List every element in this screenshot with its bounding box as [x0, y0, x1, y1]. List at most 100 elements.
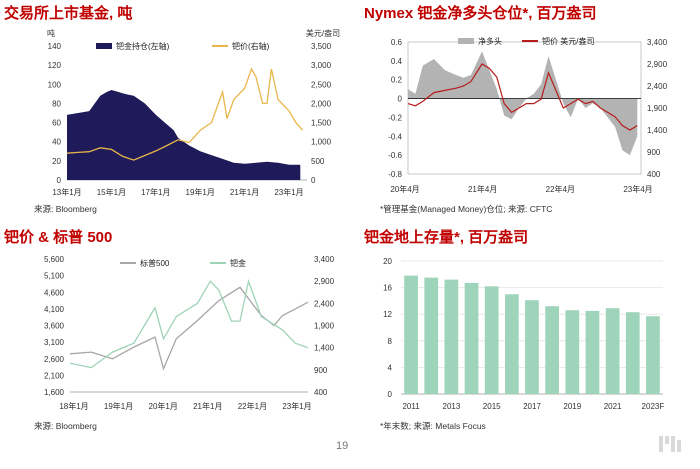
- tr-legend-price: 钯价 美元/盎司: [542, 36, 594, 46]
- br-bar: [585, 310, 600, 394]
- bl-title: 钯价 & 标普 500: [4, 229, 113, 246]
- br-bar: [625, 312, 640, 394]
- tl-right-tick-label: 3,500: [311, 42, 332, 51]
- tr-title: Nymex 钯金净多头仓位*, 百万盎司: [364, 5, 597, 22]
- tl-left-tick-label: 100: [48, 80, 62, 89]
- br-bar: [545, 306, 559, 394]
- bl-left-tick-label: 4,100: [44, 305, 65, 314]
- bl-source: 来源: Bloomberg: [34, 421, 97, 431]
- tr-right-tick-label: 400: [647, 170, 661, 179]
- bl-x-tick-label: 22年1月: [238, 401, 267, 411]
- bl-left-tick-label: 2,100: [44, 371, 65, 380]
- tl-x-tick-label: 17年1月: [141, 187, 170, 197]
- tl-left-tick-label: 20: [52, 157, 61, 166]
- tr-source: *管理基金(Managed Money)仓位; 来源: CFTC: [380, 204, 553, 214]
- tl-legend-price: 钯价(右轴): [232, 41, 270, 51]
- bl-x-tick-label: 21年1月: [193, 401, 222, 411]
- tl-legend-swatch-holdings: [96, 43, 112, 49]
- bl-chart: 5,600 5,100 4,600 4,100 3,600 3,100 2,600 2,100…: [44, 255, 335, 411]
- tr-chart: 0.6 0.4 0.2 0 -0.2 -0.4 -0.6 -0.8 3,400 2,900 2,40…: [388, 36, 668, 194]
- bl-right-tick-label: 1,900: [314, 322, 335, 331]
- bl-sp500-line: [69, 286, 309, 371]
- br-y-tick-label: 12: [383, 310, 392, 319]
- bl-legend-palladium: 钯金: [230, 258, 246, 268]
- br-bar: [505, 294, 519, 395]
- tl-x-tick-label: 23年1月: [274, 187, 303, 197]
- br-y-tick-label: 8: [388, 337, 393, 346]
- br-bar: [525, 300, 539, 394]
- bl-x-tick-label: 20年1月: [149, 401, 178, 411]
- tl-right-tick-label: 2,500: [311, 80, 332, 89]
- br-x-tick-label: 2015: [483, 402, 501, 411]
- br-bar: [646, 316, 660, 394]
- tl-x-tick-label: 21年1月: [230, 187, 259, 197]
- tr-right-tick-label: 1,900: [647, 104, 668, 113]
- tl-left-tick-label: 80: [52, 99, 61, 108]
- bl-right-tick-label: 3,400: [314, 255, 335, 264]
- tl-right-tick-label: 500: [311, 157, 325, 166]
- tl-left-tick-label: 60: [52, 119, 61, 128]
- tl-left-tick-label: 140: [48, 42, 62, 51]
- br-x-tick-label: 2021: [604, 402, 622, 411]
- br-bar: [424, 277, 439, 394]
- bl-palladium-line: [69, 278, 309, 369]
- tr-left-tick-label: 0.2: [391, 76, 403, 85]
- tr-right-tick-label: 2,900: [647, 60, 668, 69]
- tl-x-tick-label: 15年1月: [97, 187, 126, 197]
- tr-right-tick-label: 900: [647, 148, 661, 157]
- tl-chart: 吨 美元/盎司 140 120 100 80 60 40 20 0 3,500 3,000 2,500 2…: [47, 28, 340, 197]
- tl-right-tick-label: 2,000: [311, 99, 332, 108]
- bl-left-tick-label: 3,600: [44, 322, 65, 331]
- bl-left-tick-label: 3,100: [44, 338, 65, 347]
- br-source: *年末数; 来源: Metals Focus: [380, 421, 486, 431]
- tr-legend-netlong: 净多头: [478, 36, 502, 46]
- tr-left-tick-label: 0.4: [391, 57, 403, 66]
- bl-x-tick-label: 19年1月: [104, 401, 133, 411]
- br-x-tick-label: 2019: [563, 402, 581, 411]
- br-bar: [565, 310, 580, 394]
- bl-right-tick-label: 1,400: [314, 344, 335, 353]
- tl-left-unit: 吨: [47, 28, 55, 38]
- tr-left-tick-label: -0.6: [388, 151, 402, 160]
- br-x-tick-label: 2011: [402, 402, 420, 411]
- tl-x-tick-label: 19年1月: [186, 187, 215, 197]
- tl-x-tick-label: 13年1月: [52, 187, 81, 197]
- company-logo-icon: [659, 436, 681, 452]
- tl-right-tick-label: 1,000: [311, 138, 332, 147]
- tl-title: 交易所上市基金, 吨: [4, 5, 133, 22]
- tr-left-tick-label: -0.4: [388, 132, 402, 141]
- bl-left-tick-label: 5,600: [44, 255, 65, 264]
- tr-left-tick-label: -0.8: [388, 170, 402, 179]
- bl-x-tick-label: 18年1月: [59, 401, 88, 411]
- tl-legend-holdings: 钯金持仓(左轴): [116, 41, 170, 51]
- br-x-tick-label: 2013: [443, 402, 461, 411]
- tr-netlong-area: [408, 51, 638, 156]
- tl-right-unit: 美元/盎司: [306, 28, 340, 38]
- tr-left-tick-label: 0.6: [391, 38, 403, 47]
- bl-legend-sp500: 标普500: [140, 258, 170, 268]
- br-y-tick-label: 0: [388, 390, 393, 399]
- tr-left-tick-label: -0.2: [388, 113, 402, 122]
- bl-right-tick-label: 2,900: [314, 277, 335, 286]
- tl-left-tick-label: 120: [48, 61, 62, 70]
- tl-price-line: [66, 67, 304, 161]
- br-bar: [444, 279, 459, 394]
- tr-right-tick-label: 1,400: [647, 126, 668, 135]
- br-bar: [464, 282, 479, 394]
- bl-left-tick-label: 4,600: [44, 288, 65, 297]
- br-bar: [404, 275, 418, 394]
- tr-left-tick-label: 0: [398, 95, 403, 104]
- br-y-tick-label: 16: [383, 284, 392, 293]
- tl-right-tick-label: 1,500: [311, 119, 332, 128]
- tr-legend-swatch-netlong: [458, 38, 474, 44]
- tr-price-line: [407, 63, 638, 131]
- bl-x-tick-label: 23年1月: [282, 401, 311, 411]
- br-x-tick-label: 2017: [523, 402, 541, 411]
- tr-x-tick-label: 23年4月: [623, 184, 652, 194]
- tl-right-tick-label: 0: [311, 176, 316, 185]
- bl-right-tick-label: 900: [314, 366, 328, 375]
- tl-right-tick-label: 3,000: [311, 61, 332, 70]
- tr-x-tick-label: 21年4月: [468, 184, 497, 194]
- br-bar: [484, 286, 499, 394]
- bl-right-tick-label: 400: [314, 388, 328, 397]
